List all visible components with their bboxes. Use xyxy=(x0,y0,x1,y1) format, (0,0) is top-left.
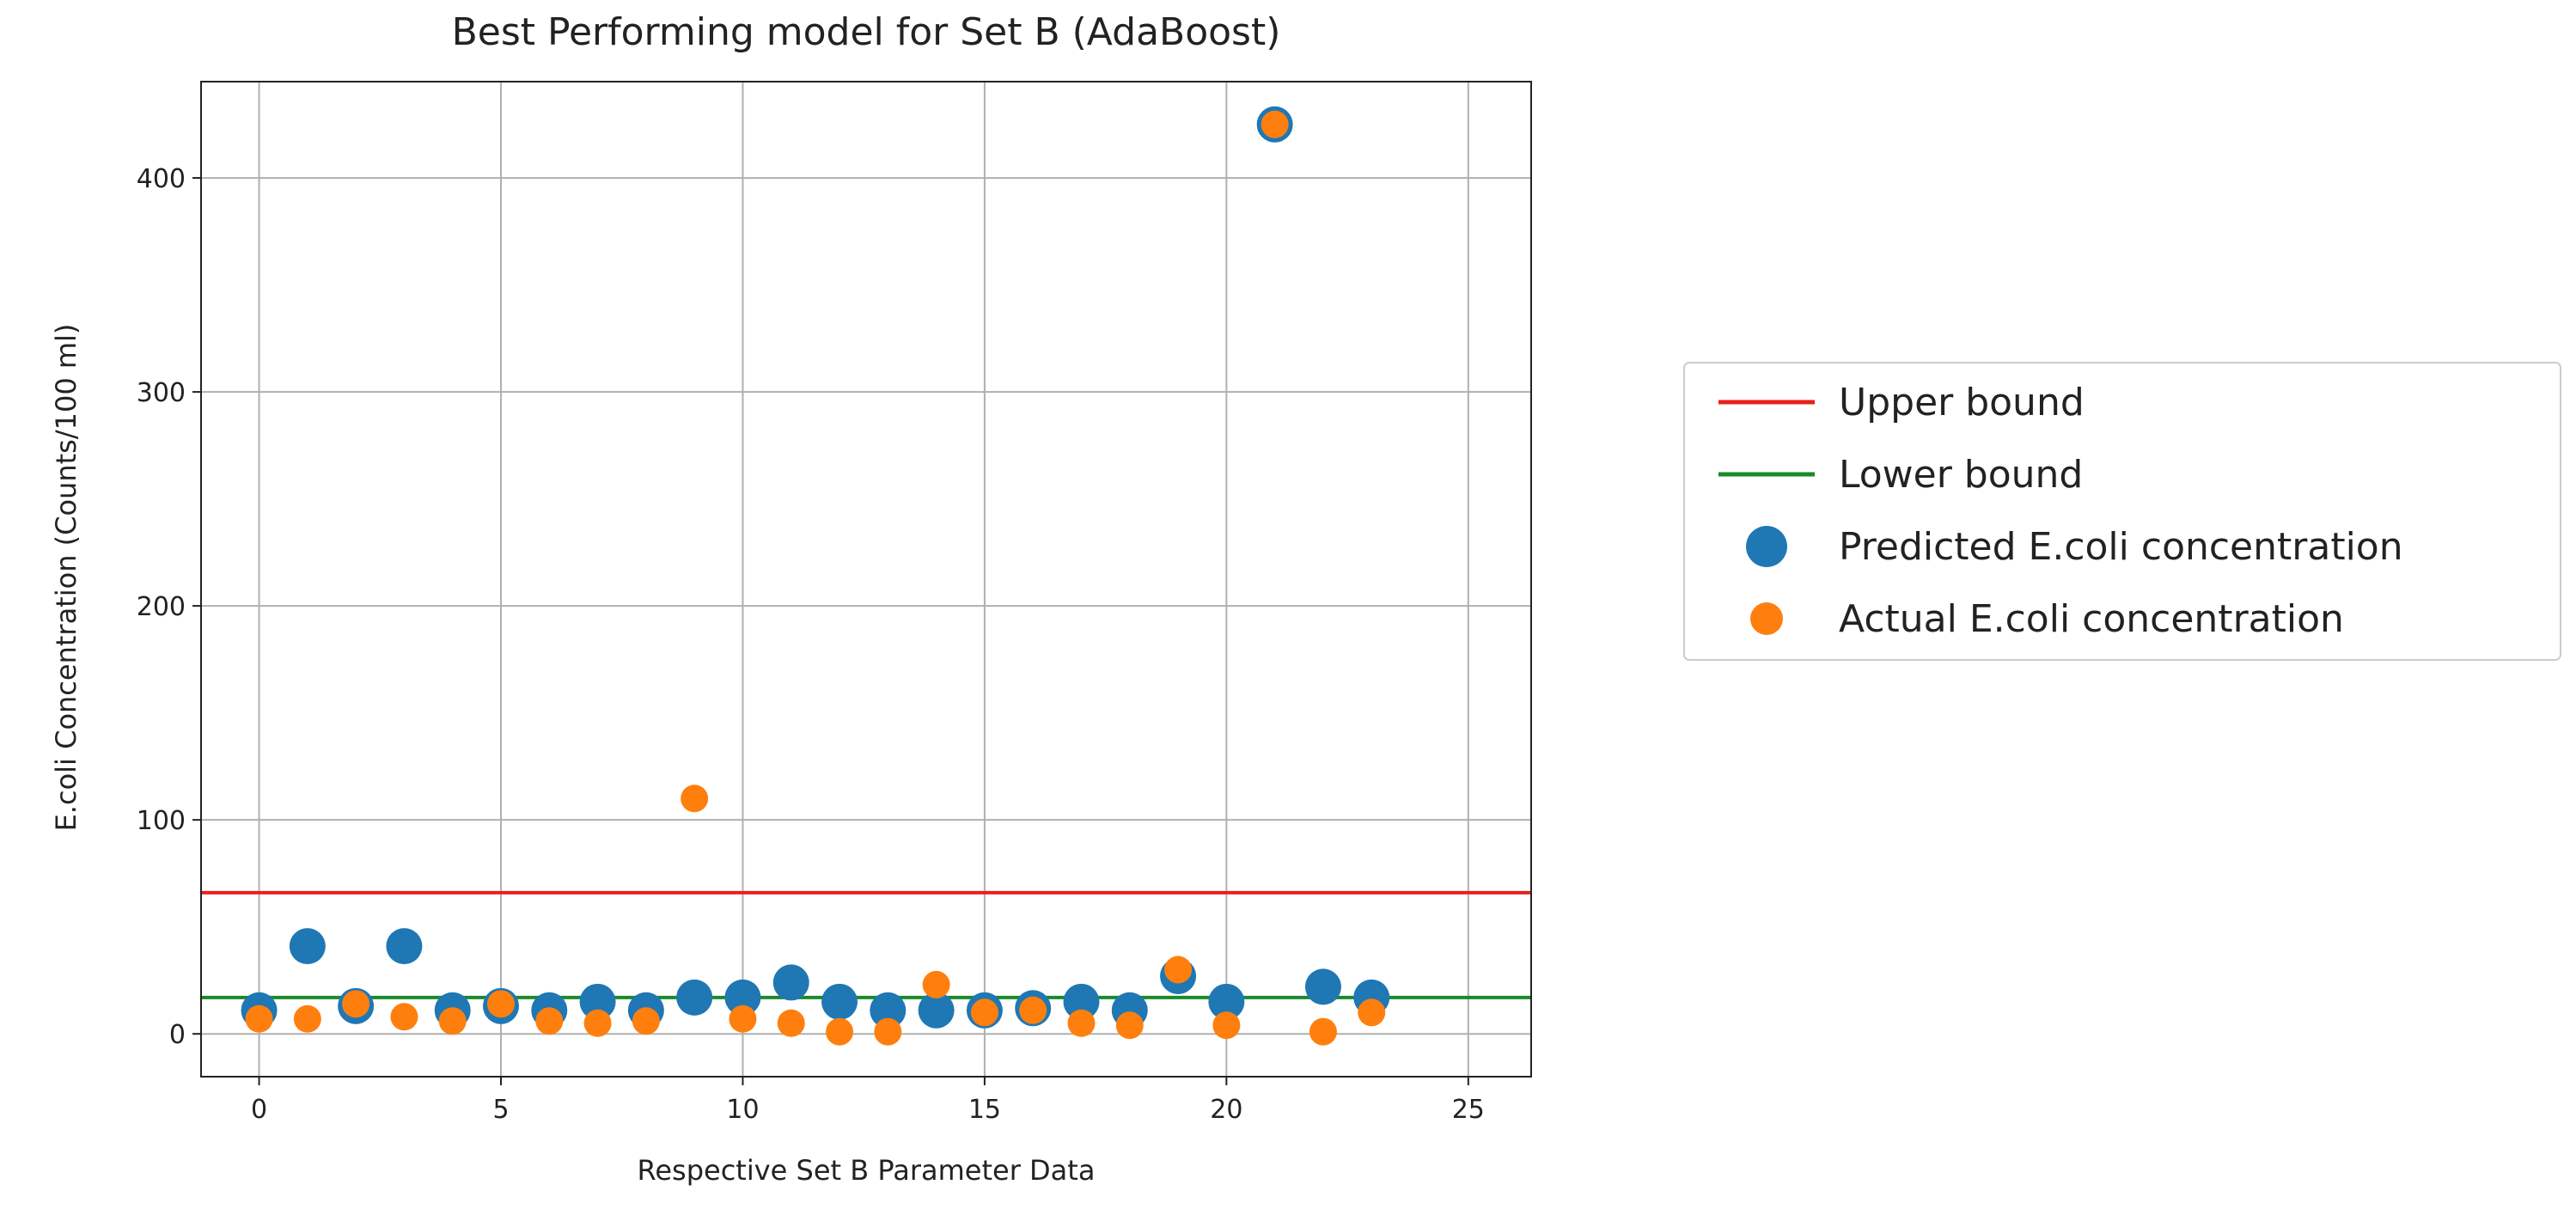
predicted-point xyxy=(821,983,858,1020)
actual-point xyxy=(1164,956,1193,984)
actual-point xyxy=(922,970,950,998)
predicted-point xyxy=(1208,983,1245,1020)
legend-label: Lower bound xyxy=(1839,453,2083,497)
y-axis-label: E.coli Concentration (Counts/100 ml) xyxy=(50,324,82,832)
legend-label: Actual E.coli concentration xyxy=(1839,597,2344,641)
x-tick-label: 20 xyxy=(1210,1095,1242,1125)
actual-point xyxy=(487,990,516,1018)
actual-point xyxy=(874,1017,902,1046)
legend: Upper bound Lower bound Predicted E.coli c… xyxy=(1683,362,2561,661)
legend-box xyxy=(1683,362,2561,661)
y-tick-label: 300 xyxy=(137,378,186,408)
x-tick-label: 10 xyxy=(726,1095,759,1125)
predicted-point xyxy=(579,983,616,1020)
actual-point xyxy=(681,785,709,813)
legend-actual-marker xyxy=(1750,602,1783,635)
actual-point xyxy=(390,1003,418,1031)
x-tick-label: 15 xyxy=(968,1095,1001,1125)
actual-point xyxy=(1212,1011,1241,1040)
x-tick-label: 0 xyxy=(251,1095,267,1125)
y-axis-ticks: 0 100 200 300 400 xyxy=(137,164,201,1050)
legend-label: Predicted E.coli concentration xyxy=(1839,525,2403,569)
predicted-point xyxy=(1304,968,1341,1005)
actual-point xyxy=(1019,996,1047,1024)
y-tick-label: 0 xyxy=(169,1020,186,1050)
actual-point xyxy=(826,1017,854,1046)
actual-point xyxy=(632,1007,660,1035)
legend-predicted-marker xyxy=(1746,526,1787,567)
y-tick-label: 200 xyxy=(137,592,186,622)
actual-point xyxy=(438,1007,467,1035)
actual-point xyxy=(1261,110,1289,138)
predicted-point xyxy=(676,979,713,1016)
grid-lines xyxy=(201,82,1531,1077)
predicted-point xyxy=(289,928,326,965)
actual-point xyxy=(1067,1009,1096,1037)
actual-point xyxy=(293,1004,321,1033)
x-tick-label: 25 xyxy=(1452,1095,1485,1125)
plot-frame xyxy=(200,81,1532,1078)
actual-point xyxy=(1309,1017,1337,1046)
predicted-point xyxy=(918,992,955,1029)
x-axis-ticks: 0 5 10 15 20 25 xyxy=(251,1077,1485,1125)
x-tick-label: 5 xyxy=(492,1095,509,1125)
y-tick-label: 400 xyxy=(137,164,186,194)
actual-point xyxy=(970,998,998,1027)
actual-point xyxy=(342,990,370,1018)
predicted-point xyxy=(386,928,423,965)
predicted-point xyxy=(870,992,906,1029)
actual-point xyxy=(1115,1011,1144,1040)
y-tick-label: 100 xyxy=(137,806,186,836)
actual-point xyxy=(1358,998,1386,1027)
actual-point xyxy=(245,1004,273,1033)
plot-area xyxy=(201,82,1531,1077)
chart-title: Best Performing model for Set B (AdaBoos… xyxy=(452,10,1281,54)
predicted-point xyxy=(724,979,761,1016)
data-points xyxy=(241,106,1390,1046)
actual-point xyxy=(535,1007,564,1035)
actual-point xyxy=(583,1009,612,1037)
actual-point xyxy=(777,1009,805,1037)
x-axis-label: Respective Set B Parameter Data xyxy=(638,1154,1096,1187)
predicted-point xyxy=(772,964,809,1001)
predicted-point xyxy=(1063,983,1100,1020)
legend-label: Upper bound xyxy=(1839,381,2085,424)
actual-point xyxy=(729,1004,757,1033)
